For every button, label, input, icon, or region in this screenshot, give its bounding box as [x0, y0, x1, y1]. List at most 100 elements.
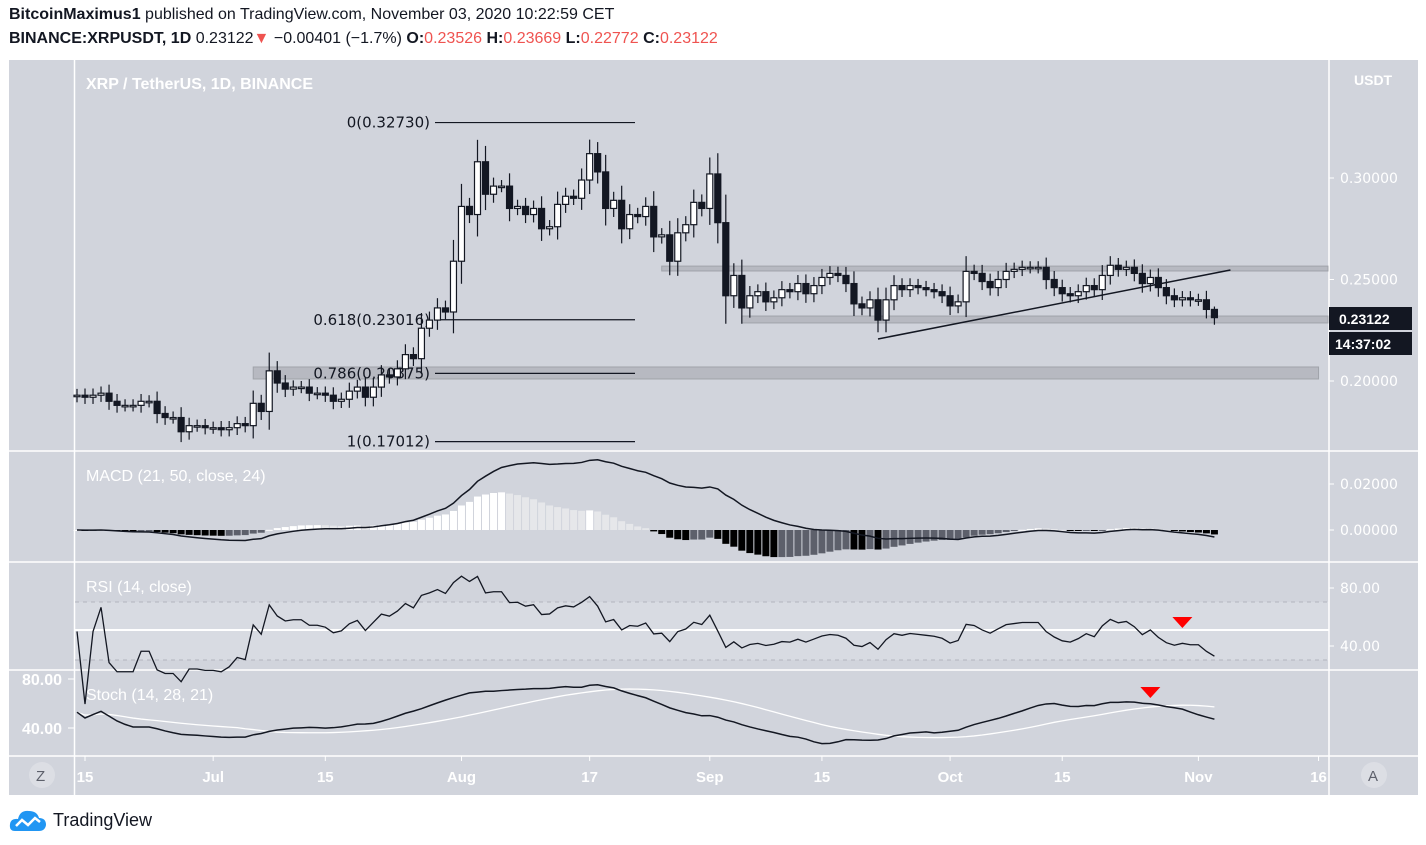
- candle-down: [650, 205, 658, 238]
- macd-histogram-bar: [1034, 528, 1042, 530]
- candle-up: [1074, 291, 1082, 297]
- macd-histogram-bar: [946, 530, 954, 540]
- macd-histogram-bar: [385, 524, 393, 530]
- candle-up: [289, 386, 297, 390]
- time-tick-label: Oct: [938, 769, 963, 786]
- candle-up: [682, 224, 690, 234]
- macd-histogram-bar: [201, 530, 209, 536]
- macd-histogram-bar: [337, 525, 345, 530]
- author-name[interactable]: BitcoinMaximus1: [9, 6, 141, 23]
- candle-down: [850, 282, 858, 305]
- macd-histogram-bar: [586, 510, 594, 530]
- candle-up: [489, 185, 498, 195]
- candle-down: [281, 382, 289, 390]
- candle-up: [1002, 270, 1010, 281]
- candle-up: [674, 232, 682, 262]
- publish-info: BitcoinMaximus1 published on TradingView…: [9, 6, 614, 24]
- symbol-name: BINANCE:XRPUSDT, 1D: [9, 30, 192, 47]
- candle-up: [610, 199, 618, 210]
- tradingview-logo[interactable]: TradingView: [9, 808, 152, 832]
- candle-up: [553, 203, 562, 228]
- candle-down: [161, 412, 169, 419]
- candle-up: [994, 278, 1002, 289]
- stoch-k-line: [76, 683, 1215, 745]
- candle-down: [1162, 287, 1170, 297]
- macd-histogram-bar: [1210, 530, 1218, 535]
- macd-histogram-bar: [409, 521, 417, 530]
- candle-down: [241, 423, 249, 427]
- candle-up: [265, 370, 273, 413]
- macd-histogram-bar: [826, 530, 834, 552]
- macd-histogram-bar: [161, 530, 169, 533]
- countdown-tag: [1329, 332, 1412, 355]
- candle-up: [297, 386, 305, 390]
- macd-histogram-bar: [818, 530, 826, 554]
- macd-histogram-bar: [778, 530, 786, 558]
- candle-down: [273, 370, 281, 384]
- candle-up: [1034, 266, 1042, 270]
- high-label: H:: [486, 30, 504, 47]
- price-tick-label: 0.20000: [1340, 374, 1398, 390]
- time-tick-label: 15: [1054, 769, 1071, 786]
- macd-histogram-bar: [722, 530, 730, 544]
- macd-histogram-bar: [610, 517, 618, 530]
- macd-histogram-bar: [1050, 528, 1058, 530]
- candle-down: [1050, 278, 1058, 289]
- candle-up: [626, 213, 634, 230]
- triangle-down-icon: ▼: [253, 30, 270, 47]
- candle-down: [177, 416, 185, 433]
- fib-level-label: 1(0.17012): [347, 433, 430, 451]
- candle-down: [521, 205, 530, 216]
- stoch-label: Stoch (14, 28, 21): [86, 687, 213, 704]
- macd-histogram-bar: [650, 530, 658, 532]
- macd-histogram-bar: [1170, 530, 1178, 531]
- candle-up: [1082, 284, 1090, 293]
- fib-level-label: 0.786(0.20375): [313, 364, 430, 382]
- candle-down: [1114, 264, 1122, 270]
- price-tick-label: 0.30000: [1340, 171, 1398, 187]
- candle-down: [722, 222, 730, 297]
- candle-down: [602, 171, 610, 210]
- macd-histogram-bar: [642, 528, 650, 530]
- zoom-reset-label[interactable]: Z: [36, 768, 45, 785]
- rsi-band-lines: [75, 601, 1329, 661]
- macd-histogram-bar: [834, 530, 842, 551]
- candle-down: [409, 354, 418, 360]
- macd-histogram-bar: [898, 530, 906, 546]
- candle-up: [642, 205, 650, 218]
- macd-histogram-bar: [441, 514, 449, 530]
- macd-histogram-bar: [1114, 528, 1122, 530]
- macd-histogram-bar: [129, 530, 137, 532]
- price-tick-label: 0.25000: [1340, 273, 1398, 289]
- candle-down: [666, 234, 674, 262]
- macd-histogram-bar: [185, 530, 193, 535]
- rsi-line: [76, 575, 1215, 705]
- candle-down: [634, 213, 642, 218]
- macd-histogram-bar: [794, 530, 802, 557]
- candle-up: [658, 234, 666, 238]
- candle-up: [586, 153, 594, 181]
- macd-histogram-bar: [1090, 530, 1098, 531]
- candle-down: [201, 425, 209, 429]
- candle-up: [818, 276, 826, 287]
- stoch-tick-label: 80.00: [22, 672, 62, 689]
- candle-down: [1210, 308, 1219, 319]
- candle-up: [529, 207, 538, 216]
- macd-histogram-bar: [1002, 530, 1010, 532]
- auto-scale-label[interactable]: A: [1368, 768, 1378, 785]
- candle-up: [129, 404, 137, 408]
- macd-histogram-bar: [1186, 530, 1194, 533]
- macd-histogram-bar: [738, 530, 746, 551]
- auto-scale-button[interactable]: [1361, 762, 1387, 788]
- candle-up: [97, 392, 105, 396]
- candle-up: [473, 161, 482, 216]
- candle-down: [930, 289, 938, 293]
- candle-up: [690, 201, 698, 226]
- candle-up: [810, 284, 818, 295]
- macd-histogram-bar: [1010, 530, 1018, 531]
- candle-up: [1194, 299, 1203, 302]
- macd-histogram-bar: [914, 530, 922, 543]
- zoom-reset-button[interactable]: [29, 762, 55, 788]
- time-tick-label: Nov: [1184, 769, 1213, 786]
